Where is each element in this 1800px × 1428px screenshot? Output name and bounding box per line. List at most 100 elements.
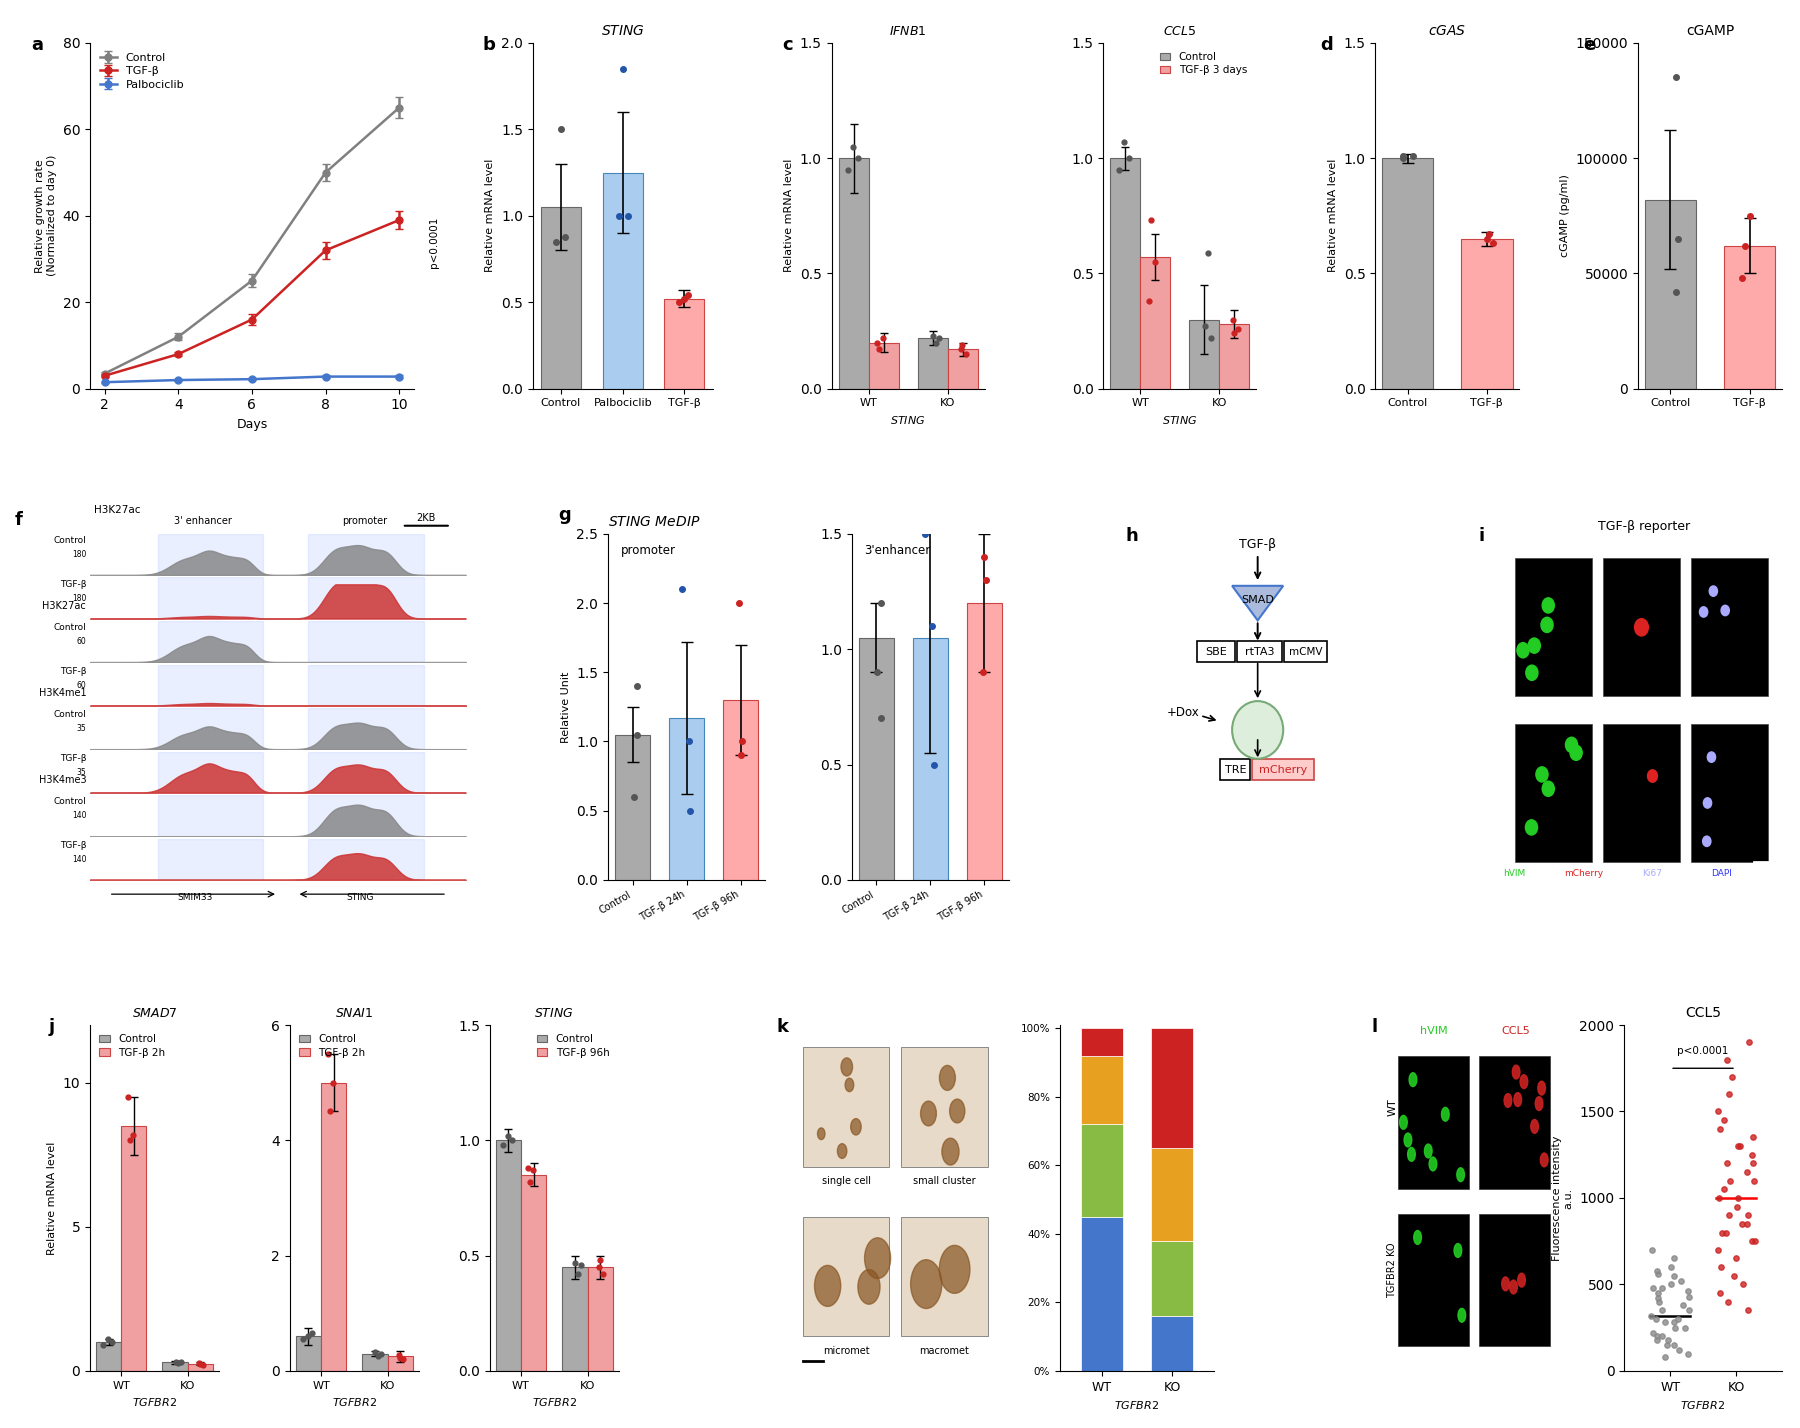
Point xyxy=(1735,1031,1764,1054)
Point xyxy=(1714,1291,1742,1314)
Legend: Control, TGF-β 3 days: Control, TGF-β 3 days xyxy=(1156,49,1251,80)
Point xyxy=(1723,1135,1751,1158)
Text: 35: 35 xyxy=(76,724,86,733)
Title: CCL5: CCL5 xyxy=(1685,1005,1721,1020)
X-axis label: $\it{STING}$: $\it{STING}$ xyxy=(891,414,925,426)
Text: promoter: promoter xyxy=(342,516,387,526)
Point xyxy=(1674,1279,1703,1302)
Text: 140: 140 xyxy=(72,811,86,820)
Text: rtTA3: rtTA3 xyxy=(1246,647,1274,657)
Bar xyxy=(520,1175,545,1371)
Text: hVIM: hVIM xyxy=(1420,1027,1447,1037)
X-axis label: Days: Days xyxy=(236,418,268,431)
Text: h: h xyxy=(1125,527,1138,545)
Point xyxy=(1643,1287,1672,1309)
Bar xyxy=(308,751,425,793)
Text: k: k xyxy=(778,1018,788,1037)
Text: mCMV: mCMV xyxy=(1289,647,1323,657)
Point xyxy=(1645,1291,1674,1314)
Point xyxy=(1715,1170,1744,1192)
Bar xyxy=(1111,159,1141,388)
Circle shape xyxy=(1454,1244,1462,1258)
Text: TGF-β: TGF-β xyxy=(59,580,86,588)
Circle shape xyxy=(1514,1092,1521,1107)
Point xyxy=(1643,1282,1672,1305)
Point xyxy=(1643,1259,1672,1282)
Circle shape xyxy=(1526,665,1537,680)
Text: SBE: SBE xyxy=(1206,647,1228,657)
Bar xyxy=(918,338,947,388)
Polygon shape xyxy=(1233,585,1283,620)
Point xyxy=(1719,1264,1748,1287)
Point xyxy=(1660,1311,1688,1334)
Bar xyxy=(1462,238,1512,388)
Circle shape xyxy=(1525,820,1537,835)
Point xyxy=(1723,1195,1751,1218)
Bar xyxy=(1602,724,1679,863)
Text: 140: 140 xyxy=(72,855,86,864)
Point xyxy=(1706,1282,1735,1305)
Title: $STING$: $STING$ xyxy=(601,23,644,37)
Bar xyxy=(1152,1241,1193,1317)
Text: 180: 180 xyxy=(72,550,86,558)
Text: small cluster: small cluster xyxy=(913,1175,976,1185)
Point xyxy=(1739,1127,1768,1150)
Point xyxy=(1660,1334,1688,1357)
Y-axis label: Relative mRNA level: Relative mRNA level xyxy=(47,1141,58,1255)
Point xyxy=(1647,1325,1676,1348)
Text: +Dox: +Dox xyxy=(1166,705,1199,720)
Bar xyxy=(1397,1214,1469,1345)
Y-axis label: Relative growth rate
(Normalized to day 0): Relative growth rate (Normalized to day … xyxy=(36,156,58,277)
Bar xyxy=(158,708,263,750)
Bar xyxy=(308,708,425,750)
Ellipse shape xyxy=(1233,701,1283,758)
Bar xyxy=(308,664,425,705)
Point xyxy=(1665,1338,1694,1361)
Bar xyxy=(158,751,263,793)
Text: Ki67: Ki67 xyxy=(1642,870,1663,878)
Bar xyxy=(670,718,704,880)
Point xyxy=(1642,1308,1670,1331)
Bar xyxy=(1690,558,1768,697)
Y-axis label: Relative mRNA level: Relative mRNA level xyxy=(1328,159,1337,273)
Circle shape xyxy=(1510,1279,1517,1294)
Circle shape xyxy=(1408,1148,1415,1161)
Bar xyxy=(1219,324,1249,388)
Y-axis label: cGAMP (pg/ml): cGAMP (pg/ml) xyxy=(1561,174,1570,257)
Bar xyxy=(616,734,650,880)
Point xyxy=(1638,1321,1667,1344)
Circle shape xyxy=(1442,1107,1449,1121)
Bar xyxy=(967,603,1003,880)
Point xyxy=(1705,1187,1733,1210)
Legend: Control, TGF-β 2h: Control, TGF-β 2h xyxy=(95,1030,169,1061)
Bar xyxy=(1190,320,1219,388)
Y-axis label: Relative mRNA level: Relative mRNA level xyxy=(785,159,794,273)
FancyBboxPatch shape xyxy=(1253,758,1314,780)
Text: macromet: macromet xyxy=(920,1345,970,1355)
Point xyxy=(1732,1212,1760,1235)
Circle shape xyxy=(1458,1308,1465,1322)
Bar xyxy=(387,1357,412,1371)
Bar xyxy=(902,1217,988,1337)
Text: TGFBR2 KO: TGFBR2 KO xyxy=(1388,1242,1397,1298)
Circle shape xyxy=(1699,607,1708,617)
Text: TGF-β: TGF-β xyxy=(59,667,86,675)
X-axis label: $\it{TGFBR2}$: $\it{TGFBR2}$ xyxy=(131,1397,176,1408)
Circle shape xyxy=(1505,1094,1512,1107)
Point xyxy=(1643,1262,1672,1285)
Text: TGF-β: TGF-β xyxy=(59,841,86,850)
Circle shape xyxy=(841,1058,853,1075)
Point xyxy=(1708,1221,1737,1244)
Circle shape xyxy=(1528,638,1541,653)
Bar xyxy=(158,577,263,618)
Text: g: g xyxy=(558,507,571,524)
Point xyxy=(1721,1247,1750,1269)
Bar xyxy=(295,1337,320,1371)
Text: STING: STING xyxy=(347,894,374,902)
Bar xyxy=(562,1267,587,1371)
Circle shape xyxy=(817,1128,824,1140)
Text: SMAD: SMAD xyxy=(1242,595,1274,605)
Text: SMIM33: SMIM33 xyxy=(178,894,212,902)
Bar xyxy=(1080,1028,1123,1055)
Circle shape xyxy=(911,1259,941,1308)
